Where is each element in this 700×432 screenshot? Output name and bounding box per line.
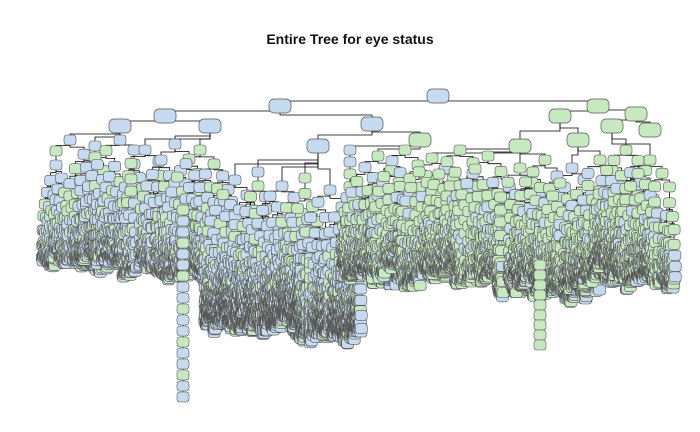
chart-title: Entire Tree for eye status	[0, 31, 700, 47]
tree-edge	[635, 121, 651, 123]
tree-edge	[105, 155, 116, 162]
tree-edge	[279, 113, 373, 117]
tree-edge	[257, 153, 319, 167]
tree-edge	[317, 131, 373, 139]
tree-edge	[519, 123, 561, 139]
tree-edge	[222, 180, 229, 185]
tree-edge	[234, 185, 248, 191]
tree-edge	[199, 155, 215, 159]
tree-edge	[69, 145, 85, 150]
tree-edge	[279, 99, 439, 103]
tree-edge	[160, 149, 176, 155]
tree-edge	[50, 170, 57, 176]
tree-edge	[164, 109, 281, 113]
tree-edge	[199, 133, 211, 145]
tree-edge	[174, 133, 211, 139]
tree-edge	[69, 173, 76, 179]
tree-edge	[55, 170, 62, 173]
tree-edge	[199, 179, 206, 183]
tree-edge	[559, 123, 579, 133]
tree-edge	[130, 155, 146, 159]
tree-edge	[174, 149, 190, 154]
tree-edge	[133, 169, 140, 173]
tree-edge	[80, 172, 87, 176]
tree-edge	[204, 179, 212, 182]
tree-edge	[69, 133, 121, 135]
tree-edge	[437, 99, 599, 103]
tree-edge	[216, 180, 224, 184]
tree-edge	[234, 153, 319, 175]
tree-edge	[371, 131, 421, 133]
